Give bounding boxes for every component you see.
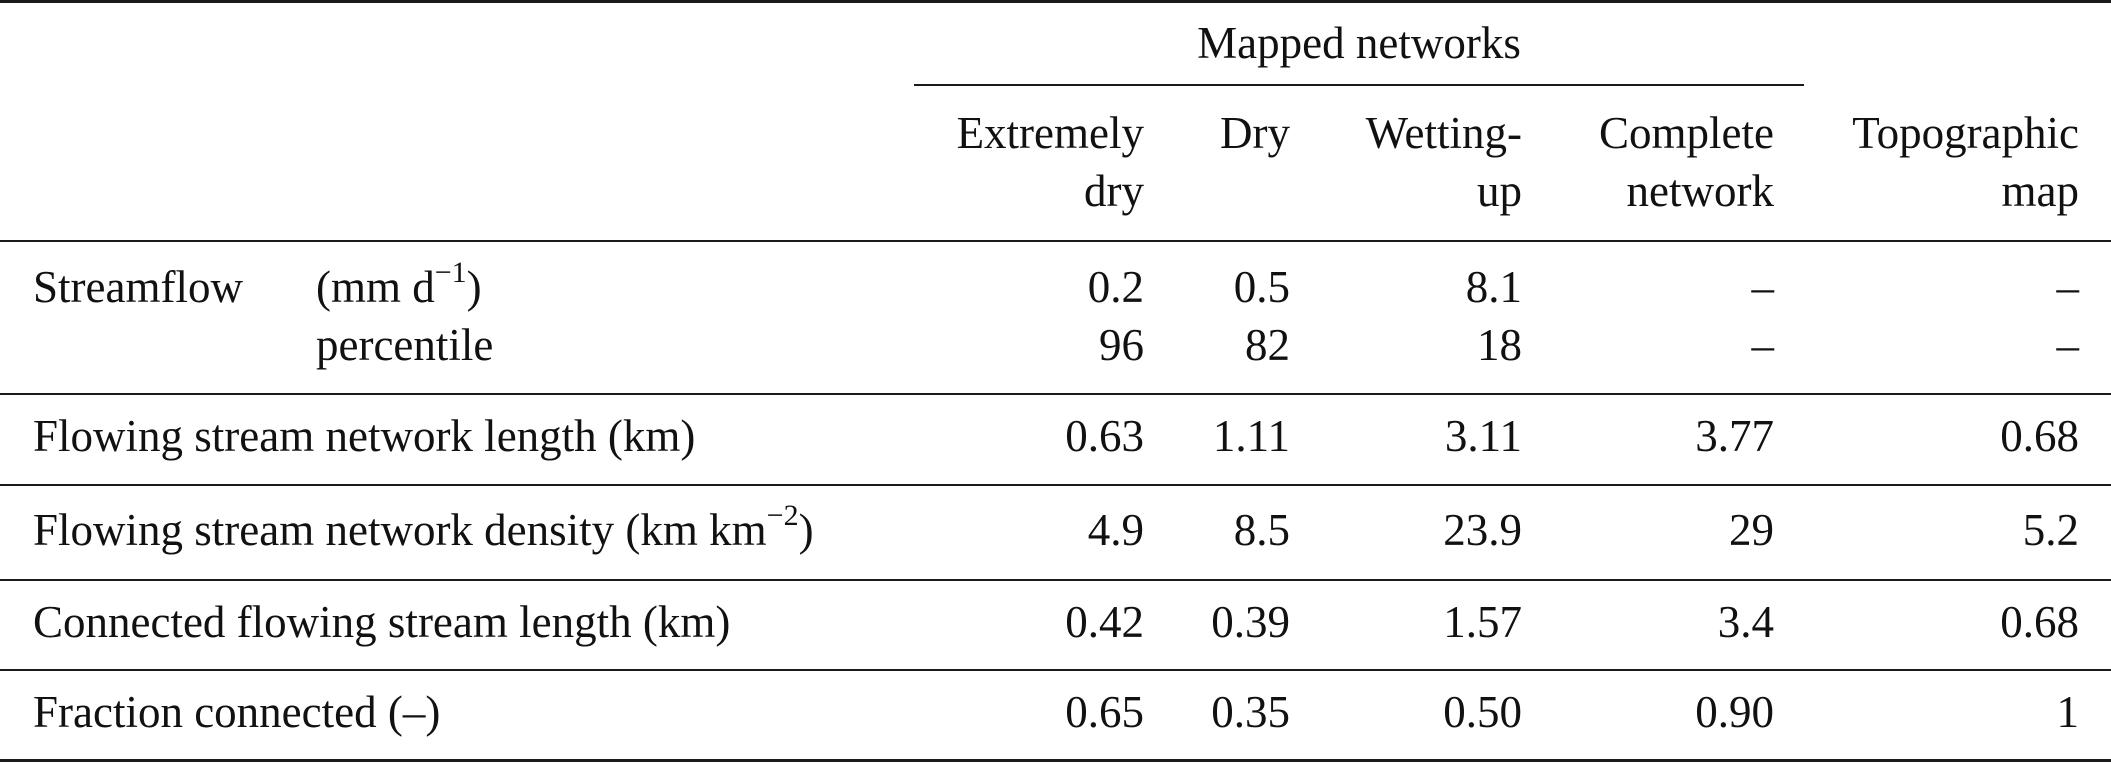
cell-streamflow-complete: – [1751, 262, 1775, 312]
row-label-fraction-connected: Fraction connected (–) [33, 687, 441, 737]
group-header-mapped-networks: Mapped networks [1197, 18, 1521, 68]
cell-connected-topographic: 0.68 [2000, 597, 2079, 647]
cell-density-topographic: 5.2 [2022, 505, 2079, 555]
cell-streamflow-dry: 0.5 [1233, 262, 1290, 312]
cell-length-dry: 1.11 [1212, 411, 1290, 461]
cell-density-dry: 8.5 [1233, 505, 1290, 555]
col-header-complete-network-line1: Complete [1599, 108, 1774, 158]
bottom-rule [0, 759, 2111, 762]
cell-percentile-dry: 82 [1245, 320, 1290, 370]
unit-suffix: ) [466, 262, 482, 312]
cell-length-extremely-dry: 0.63 [1065, 411, 1144, 461]
col-header-wetting-up-line2: up [1477, 166, 1522, 216]
cell-fraction-complete: 0.90 [1695, 687, 1774, 737]
col-header-topographic-map-line2: map [2001, 166, 2079, 216]
col-header-wetting-up-line1: Wetting- [1365, 108, 1522, 158]
cell-percentile-extremely-dry: 96 [1099, 320, 1144, 370]
cell-fraction-dry: 0.35 [1211, 687, 1290, 737]
col-header-extremely-dry-line2: dry [1084, 166, 1144, 216]
cell-density-wetting-up: 23.9 [1443, 505, 1522, 555]
col-header-extremely-dry-line1: Extremely [956, 108, 1144, 158]
row-label-network-length: Flowing stream network length (km) [33, 411, 696, 461]
cell-fraction-wetting-up: 0.50 [1443, 687, 1522, 737]
row-unit-streamflow: (mm d−1) [316, 258, 482, 316]
cell-density-extremely-dry: 4.9 [1087, 505, 1144, 555]
group-header-underline [914, 84, 1804, 86]
cell-percentile-complete: – [1751, 320, 1775, 370]
cell-fraction-topographic: 1 [2056, 687, 2080, 737]
cell-length-topographic: 0.68 [2000, 411, 2079, 461]
unit-prefix: (mm d [316, 262, 435, 312]
cell-connected-wetting-up: 1.57 [1443, 597, 1522, 647]
row-rule-1 [0, 393, 2111, 395]
cell-streamflow-topographic: – [2056, 262, 2080, 312]
row-rule-2 [0, 484, 2111, 486]
density-label-suffix: ) [798, 505, 814, 555]
row-rule-3 [0, 579, 2111, 581]
row-label-connected-length: Connected flowing stream length (km) [33, 597, 731, 647]
col-header-dry: Dry [1220, 108, 1290, 158]
cell-connected-dry: 0.39 [1211, 597, 1290, 647]
row-label-streamflow: Streamflow [33, 262, 243, 312]
unit-exponent: −1 [434, 256, 467, 289]
cell-fraction-extremely-dry: 0.65 [1065, 687, 1144, 737]
cell-streamflow-wetting-up: 8.1 [1465, 262, 1522, 312]
density-label-exponent: −2 [766, 499, 799, 532]
cell-connected-complete: 3.4 [1717, 597, 1774, 647]
top-rule [0, 0, 2111, 3]
col-header-complete-network-line2: network [1626, 166, 1774, 216]
header-rule [0, 240, 2111, 242]
row-rule-4 [0, 669, 2111, 671]
row-label-network-density: Flowing stream network density (km km−2) [33, 501, 814, 559]
cell-connected-extremely-dry: 0.42 [1065, 597, 1144, 647]
density-label-prefix: Flowing stream network density (km km [33, 505, 767, 555]
cell-streamflow-extremely-dry: 0.2 [1087, 262, 1144, 312]
cell-length-wetting-up: 3.11 [1444, 411, 1522, 461]
col-header-topographic-map-line1: Topographic [1852, 108, 2079, 158]
row-sublabel-percentile: percentile [316, 320, 494, 370]
cell-density-complete: 29 [1729, 505, 1774, 555]
cell-percentile-topographic: – [2056, 320, 2080, 370]
cell-length-complete: 3.77 [1695, 411, 1774, 461]
cell-percentile-wetting-up: 18 [1477, 320, 1522, 370]
